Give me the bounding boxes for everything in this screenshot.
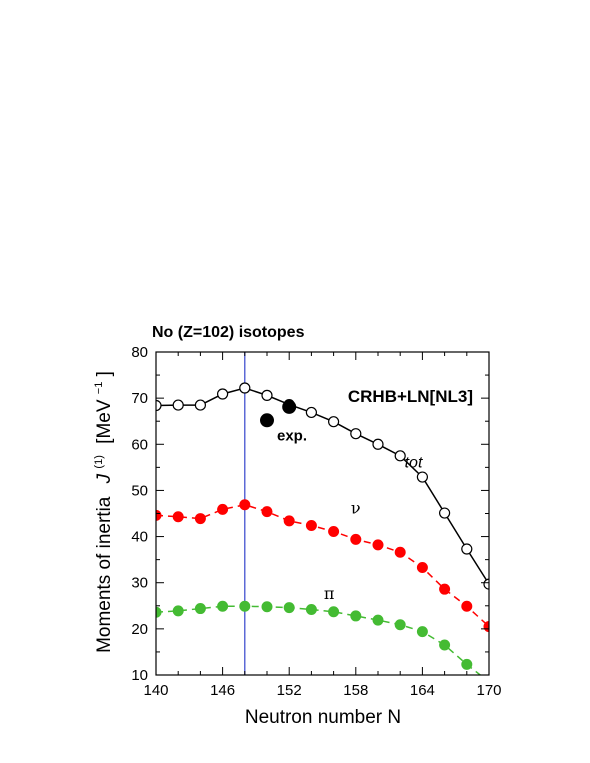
data-point xyxy=(305,519,317,531)
series-ν xyxy=(156,499,489,633)
data-point xyxy=(439,583,451,595)
data-point xyxy=(194,513,206,525)
series-label: π xyxy=(324,584,335,603)
data-point xyxy=(439,639,451,651)
data-point xyxy=(372,438,384,450)
y-axis-label-unit-exponent: −1 xyxy=(93,382,105,395)
y-axis-label: Moments of inertia J (1) [MeV −1 ] xyxy=(86,371,115,653)
data-point xyxy=(305,406,317,419)
y-tick-label: 40 xyxy=(131,529,148,546)
data-point xyxy=(156,509,162,521)
x-tick-label: 140 xyxy=(143,682,168,699)
data-point xyxy=(416,626,428,638)
plot-frame xyxy=(155,351,490,676)
y-axis-label-symbol: J xyxy=(94,473,115,484)
data-point xyxy=(461,658,473,670)
experiment-point xyxy=(260,413,274,428)
series-tot xyxy=(156,382,489,590)
y-tick-label: 20 xyxy=(131,621,148,638)
data-point xyxy=(394,546,406,558)
data-point xyxy=(416,561,428,573)
y-axis-label-main: Moments of inertia xyxy=(94,496,115,653)
experiment-point xyxy=(282,399,297,414)
data-point xyxy=(461,543,473,555)
data-point xyxy=(283,515,295,527)
model-label: CRHB+LN[NL3] xyxy=(348,387,473,406)
data-point xyxy=(172,399,184,411)
series-line xyxy=(156,387,489,585)
chart-title: No (Z=102) isotopes xyxy=(152,324,305,341)
data-point xyxy=(239,382,251,394)
y-tick-label: 50 xyxy=(131,482,148,499)
data-point xyxy=(156,399,162,412)
data-point xyxy=(350,533,362,545)
y-tick-label: 10 xyxy=(131,667,148,684)
data-point xyxy=(261,389,273,401)
data-point xyxy=(439,507,451,519)
y-axis-label-unit: [MeV xyxy=(94,399,115,444)
data-point xyxy=(172,605,184,617)
x-tick-label: 164 xyxy=(410,682,435,699)
data-point xyxy=(156,606,162,618)
data-point xyxy=(416,471,428,483)
data-point xyxy=(217,388,229,400)
y-tick-label: 70 xyxy=(131,390,148,407)
data-point xyxy=(350,428,362,440)
data-point xyxy=(394,619,406,631)
series-label: tot xyxy=(405,454,423,471)
experiment-label: exp. xyxy=(277,427,307,444)
data-point xyxy=(172,511,184,523)
data-point xyxy=(328,606,340,618)
data-point xyxy=(261,506,273,518)
y-tick-label: 30 xyxy=(131,575,148,592)
data-point xyxy=(239,600,251,612)
data-point xyxy=(372,539,384,551)
series-π xyxy=(156,600,482,675)
data-point xyxy=(283,602,295,614)
series-line xyxy=(156,605,482,675)
series-label: ν xyxy=(351,499,361,518)
series-layer: exp. tot ν π xyxy=(156,382,489,675)
data-point xyxy=(372,614,384,626)
x-tick-label: 152 xyxy=(277,682,302,699)
data-point xyxy=(194,399,206,411)
data-point xyxy=(461,600,473,612)
series-experiment: exp. xyxy=(260,399,307,444)
svg-text:Moments of inertia J: Moments of inertia J (1) [MeV −1 ] xyxy=(86,371,115,653)
data-point xyxy=(261,601,273,613)
data-point xyxy=(328,525,340,537)
data-point xyxy=(217,600,229,612)
x-axis-label: Neutron number N xyxy=(245,707,401,728)
data-point xyxy=(328,416,340,428)
ticks-layer: 140 146 152 158 164 170 10 20 30 40 50 60 70 80 xyxy=(131,344,501,699)
data-point xyxy=(194,603,206,615)
x-tick-label: 146 xyxy=(210,682,235,699)
data-point xyxy=(350,610,362,622)
y-tick-label: 60 xyxy=(131,436,148,453)
series-line xyxy=(156,503,489,628)
y-axis-label-unit-close: ] xyxy=(94,371,115,376)
data-point xyxy=(217,503,229,515)
x-tick-label: 158 xyxy=(343,682,368,699)
data-point xyxy=(394,450,406,462)
data-point xyxy=(305,603,317,615)
x-tick-label: 170 xyxy=(476,682,501,699)
y-tick-label: 80 xyxy=(131,344,148,361)
data-point xyxy=(483,578,489,590)
data-point xyxy=(239,499,251,511)
y-axis-label-superscript: (1) xyxy=(93,455,105,468)
